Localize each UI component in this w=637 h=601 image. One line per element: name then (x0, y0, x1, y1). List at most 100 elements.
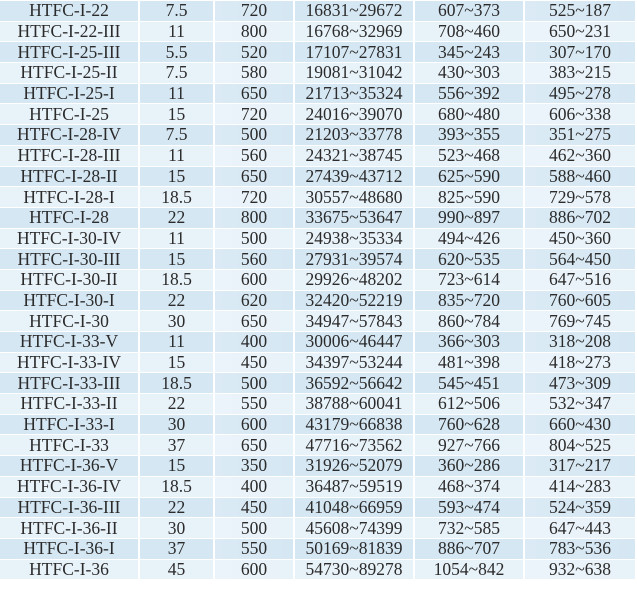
table-row: HTFC-I-22-III 11 800 16768~32969 708~460 650~… (0, 22, 635, 42)
cell-model: HTFC-I-25-II (0, 63, 138, 83)
cell-power: 7.5 (140, 1, 213, 21)
cell-airflow: 31926~52079 (295, 456, 413, 476)
cell-power: 22 (140, 497, 213, 518)
cell-power: 7.5 (140, 125, 213, 145)
cell-power: 11 (140, 22, 213, 42)
table-body: HTFC-I-22 7.5 720 16831~29672 607~373 525~187… (0, 1, 635, 580)
table-row: HTFC-I-36-II 30 500 45608~74399 732~585 647~4… (0, 518, 635, 538)
cell-pressure-b: 660~430 (525, 415, 635, 435)
cell-pressure-a: 886~707 (415, 539, 523, 559)
cell-airflow: 38788~60041 (295, 394, 413, 414)
cell-pressure-b: 418~273 (525, 353, 635, 373)
cell-pressure-b: 729~578 (525, 187, 635, 207)
cell-pressure-b: 318~208 (525, 332, 635, 352)
cell-power: 15 (140, 166, 213, 187)
table-row: HTFC-I-33 37 650 47716~73562 927~766 804~525 (0, 435, 635, 456)
table-row: HTFC-I-25-I 11 650 21713~35324 556~392 495~27… (0, 84, 635, 104)
table-row: HTFC-I-36-III 22 450 41048~66959 593~474 524~… (0, 497, 635, 518)
cell-pressure-a: 393~355 (415, 125, 523, 145)
cell-speed: 520 (215, 42, 293, 63)
cell-pressure-b: 414~283 (525, 477, 635, 497)
cell-pressure-b: 450~360 (525, 229, 635, 249)
cell-speed: 500 (215, 518, 293, 538)
cell-airflow: 27439~43712 (295, 166, 413, 187)
cell-pressure-a: 612~506 (415, 394, 523, 414)
cell-pressure-a: 593~474 (415, 497, 523, 518)
table-row: HTFC-I-25-II 7.5 580 19081~31042 430~303 383~… (0, 63, 635, 83)
cell-model: HTFC-I-33-II (0, 394, 138, 414)
cell-airflow: 21203~33778 (295, 125, 413, 145)
cell-airflow: 54730~89278 (295, 560, 413, 580)
cell-power: 30 (140, 518, 213, 538)
cell-model: HTFC-I-36 (0, 560, 138, 580)
cell-model: HTFC-I-33 (0, 435, 138, 456)
table-row: HTFC-I-36-IV 18.5 400 36487~59519 468~374 414… (0, 477, 635, 497)
cell-airflow: 50169~81839 (295, 539, 413, 559)
cell-power: 15 (140, 249, 213, 269)
table-row: HTFC-I-28-III 11 560 24321~38745 523~468 462~… (0, 146, 635, 166)
table-row: HTFC-I-33-III 18.5 500 36592~56642 545~451 47… (0, 373, 635, 394)
table-row: HTFC-I-28-I 18.5 720 30557~48680 825~590 729~… (0, 187, 635, 207)
cell-airflow: 32420~52219 (295, 291, 413, 311)
cell-speed: 560 (215, 146, 293, 166)
cell-model: HTFC-I-36-IV (0, 477, 138, 497)
cell-speed: 650 (215, 435, 293, 456)
cell-pressure-b: 647~516 (525, 270, 635, 290)
cell-speed: 720 (215, 104, 293, 125)
cell-pressure-b: 647~443 (525, 518, 635, 538)
cell-power: 11 (140, 229, 213, 249)
cell-model: HTFC-I-33-III (0, 373, 138, 394)
table-row: HTFC-I-25-III 5.5 520 17107~27831 345~243 307… (0, 42, 635, 63)
cell-model: HTFC-I-33-IV (0, 353, 138, 373)
cell-speed: 500 (215, 229, 293, 249)
cell-speed: 560 (215, 249, 293, 269)
cell-speed: 400 (215, 477, 293, 497)
cell-pressure-a: 732~585 (415, 518, 523, 538)
cell-pressure-a: 860~784 (415, 311, 523, 331)
cell-speed: 600 (215, 560, 293, 580)
table-row: HTFC-I-30-III 15 560 27931~39574 620~535 564~… (0, 249, 635, 269)
cell-model: HTFC-I-30-IV (0, 229, 138, 249)
cell-airflow: 34947~57843 (295, 311, 413, 331)
cell-power: 37 (140, 539, 213, 559)
cell-airflow: 16831~29672 (295, 1, 413, 21)
cell-power: 11 (140, 332, 213, 352)
cell-model: HTFC-I-28-III (0, 146, 138, 166)
cell-pressure-b: 383~215 (525, 63, 635, 83)
cell-airflow: 33675~53647 (295, 208, 413, 228)
cell-power: 18.5 (140, 373, 213, 394)
table-row: HTFC-I-28-IV 7.5 500 21203~33778 393~355 351~… (0, 125, 635, 145)
cell-pressure-a: 1054~842 (415, 560, 523, 580)
cell-power: 5.5 (140, 42, 213, 63)
cell-power: 7.5 (140, 63, 213, 83)
table-row: HTFC-I-33-II 22 550 38788~60041 612~506 532~3… (0, 394, 635, 414)
cell-pressure-b: 886~702 (525, 208, 635, 228)
cell-airflow: 43179~66838 (295, 415, 413, 435)
cell-pressure-b: 351~275 (525, 125, 635, 145)
cell-speed: 580 (215, 63, 293, 83)
cell-speed: 800 (215, 208, 293, 228)
cell-pressure-b: 760~605 (525, 291, 635, 311)
cell-speed: 400 (215, 332, 293, 352)
cell-model: HTFC-I-28-II (0, 166, 138, 187)
cell-speed: 600 (215, 415, 293, 435)
cell-airflow: 24016~39070 (295, 104, 413, 125)
cell-model: HTFC-I-30-II (0, 270, 138, 290)
cell-pressure-b: 307~170 (525, 42, 635, 63)
cell-airflow: 16768~32969 (295, 22, 413, 42)
cell-airflow: 30006~46447 (295, 332, 413, 352)
cell-airflow: 27931~39574 (295, 249, 413, 269)
table-row: HTFC-I-22 7.5 720 16831~29672 607~373 525~187 (0, 1, 635, 21)
cell-model: HTFC-I-28-IV (0, 125, 138, 145)
table-row: HTFC-I-28-II 15 650 27439~43712 625~590 588~4… (0, 166, 635, 187)
cell-pressure-a: 523~468 (415, 146, 523, 166)
cell-airflow: 29926~48202 (295, 270, 413, 290)
cell-speed: 650 (215, 84, 293, 104)
cell-power: 11 (140, 146, 213, 166)
cell-pressure-b: 564~450 (525, 249, 635, 269)
cell-pressure-b: 804~525 (525, 435, 635, 456)
cell-airflow: 36592~56642 (295, 373, 413, 394)
cell-model: HTFC-I-33-I (0, 415, 138, 435)
cell-airflow: 17107~27831 (295, 42, 413, 63)
cell-power: 37 (140, 435, 213, 456)
